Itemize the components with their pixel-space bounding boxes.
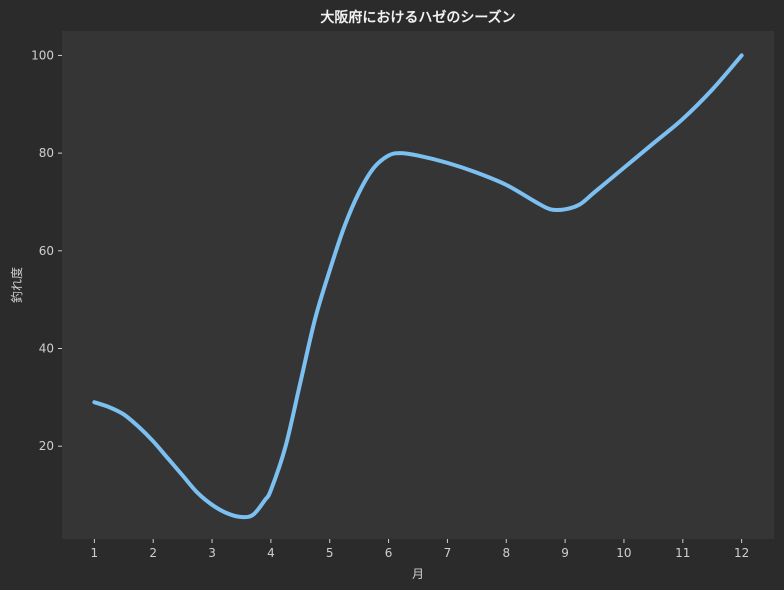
y-tick-label: 80 <box>39 146 54 160</box>
x-tick-label: 4 <box>267 546 275 560</box>
y-tick-label: 100 <box>31 48 54 62</box>
y-tick-label: 60 <box>39 244 54 258</box>
y-tick-label: 20 <box>39 439 54 453</box>
x-axis-title: 月 <box>412 567 424 581</box>
x-tick-label: 8 <box>502 546 510 560</box>
x-axis: 1 2 3 4 5 6 7 8 9 10 11 12 <box>91 539 749 560</box>
x-tick-label: 7 <box>444 546 452 560</box>
x-tick-label: 11 <box>675 546 690 560</box>
series-group <box>92 53 744 520</box>
x-tick-label: 5 <box>326 546 334 560</box>
x-tick-label: 6 <box>385 546 393 560</box>
x-tick-label: 12 <box>734 546 749 560</box>
chart-title: 大阪府におけるハゼのシーズン <box>320 9 515 26</box>
x-tick-label: 2 <box>149 546 157 560</box>
x-tick-label: 9 <box>561 546 569 560</box>
y-axis: 20 40 60 80 100 <box>31 48 62 453</box>
plot-area <box>62 31 774 539</box>
y-axis-title: 釣れ度 <box>9 267 24 303</box>
x-tick-label: 1 <box>91 546 99 560</box>
y-tick-label: 40 <box>39 342 54 356</box>
x-tick-label: 3 <box>208 546 216 560</box>
x-tick-label: 10 <box>616 546 631 560</box>
series-line <box>92 53 744 520</box>
